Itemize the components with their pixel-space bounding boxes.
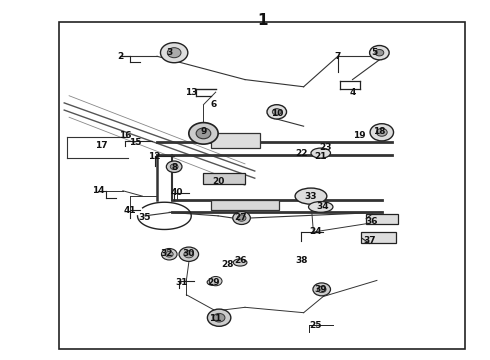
Circle shape	[165, 251, 173, 257]
Text: 12: 12	[148, 152, 161, 161]
Text: 40: 40	[171, 188, 183, 197]
Text: 32: 32	[161, 249, 173, 258]
Circle shape	[170, 164, 178, 170]
Circle shape	[267, 105, 287, 119]
Text: 20: 20	[212, 177, 224, 186]
Circle shape	[233, 212, 250, 225]
Text: 15: 15	[129, 138, 141, 147]
Circle shape	[318, 286, 326, 293]
Text: 41: 41	[124, 206, 137, 215]
Text: 4: 4	[349, 87, 356, 96]
Text: 26: 26	[234, 256, 246, 265]
Ellipse shape	[311, 148, 331, 158]
Text: 9: 9	[200, 127, 207, 136]
Bar	[203, 173, 245, 184]
Text: 38: 38	[295, 256, 307, 265]
Circle shape	[209, 276, 222, 286]
Ellipse shape	[233, 259, 247, 266]
Bar	[366, 214, 398, 224]
Text: 31: 31	[175, 278, 188, 287]
Bar	[211, 200, 279, 211]
Text: 28: 28	[221, 260, 234, 269]
Text: 21: 21	[315, 152, 327, 161]
Circle shape	[369, 45, 389, 60]
Text: 11: 11	[209, 314, 222, 323]
Text: 1: 1	[257, 13, 268, 27]
Bar	[211, 134, 260, 148]
Text: 13: 13	[185, 87, 197, 96]
Text: 8: 8	[171, 163, 177, 172]
Circle shape	[179, 247, 198, 261]
Text: 14: 14	[92, 186, 105, 195]
Text: 17: 17	[95, 141, 107, 150]
Circle shape	[272, 109, 281, 115]
Circle shape	[237, 215, 246, 221]
Circle shape	[196, 128, 211, 139]
Text: 37: 37	[363, 237, 376, 246]
Ellipse shape	[295, 188, 327, 204]
Text: 10: 10	[270, 109, 283, 118]
Circle shape	[207, 309, 231, 326]
Circle shape	[376, 129, 387, 136]
Circle shape	[166, 161, 182, 172]
Text: 5: 5	[371, 48, 378, 57]
Text: 22: 22	[295, 149, 307, 158]
Text: 18: 18	[373, 127, 386, 136]
Circle shape	[313, 283, 331, 296]
Text: 25: 25	[310, 321, 322, 330]
Text: 19: 19	[353, 131, 366, 140]
Text: 33: 33	[305, 192, 317, 201]
Circle shape	[184, 251, 194, 258]
Ellipse shape	[207, 279, 220, 285]
Circle shape	[160, 42, 188, 63]
Circle shape	[213, 314, 225, 322]
Text: 24: 24	[310, 228, 322, 237]
Text: 6: 6	[210, 100, 217, 109]
Circle shape	[370, 124, 393, 141]
Text: 30: 30	[183, 249, 195, 258]
Text: 35: 35	[139, 213, 151, 222]
Circle shape	[167, 48, 181, 58]
Text: 39: 39	[315, 285, 327, 294]
Bar	[361, 231, 396, 243]
Text: 7: 7	[335, 52, 341, 61]
Text: 27: 27	[234, 213, 246, 222]
Text: 23: 23	[319, 143, 332, 152]
Text: 29: 29	[207, 278, 220, 287]
Circle shape	[375, 49, 384, 56]
Text: 36: 36	[366, 217, 378, 226]
Circle shape	[189, 123, 218, 144]
Bar	[59, 22, 465, 348]
Circle shape	[161, 248, 177, 260]
Text: 34: 34	[317, 202, 329, 211]
Text: 16: 16	[119, 131, 131, 140]
Ellipse shape	[309, 202, 333, 212]
Text: 3: 3	[166, 48, 172, 57]
Text: 2: 2	[117, 52, 123, 61]
